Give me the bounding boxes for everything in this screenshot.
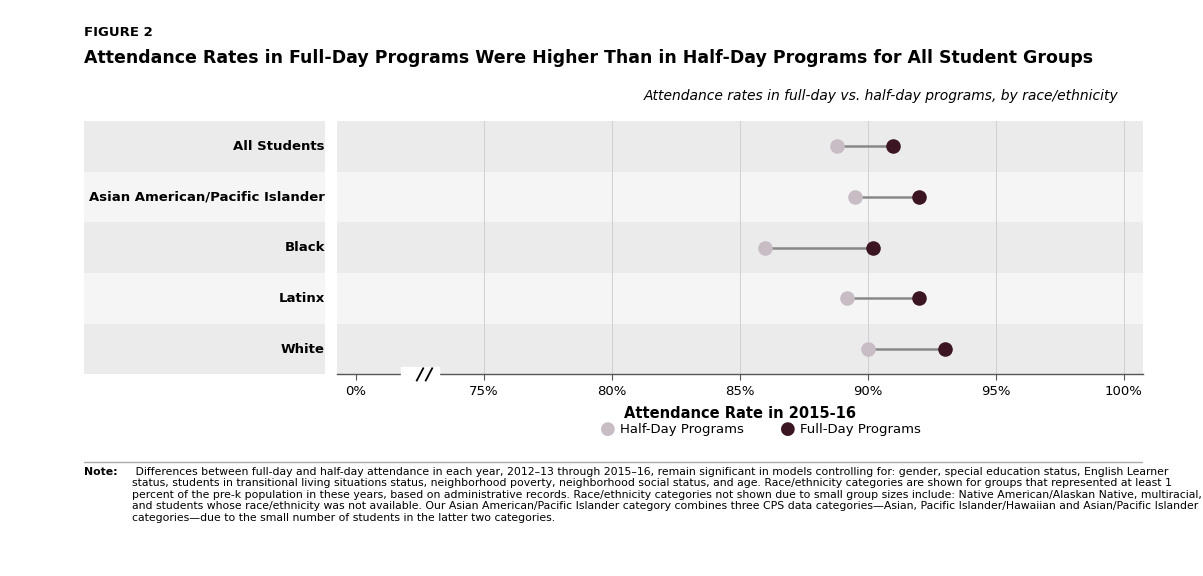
Text: ●: ● [599,420,616,438]
Bar [84,121,325,172]
Point [837,294,857,303]
Text: Asian American/Pacific Islander: Asian American/Pacific Islander [89,191,325,203]
Point [935,344,954,354]
Text: Black: Black [284,241,325,254]
Point [909,294,929,303]
Bar [84,324,325,374]
Bar [337,273,1143,324]
Text: Full-Day Programs: Full-Day Programs [800,423,920,435]
Point [864,243,883,252]
Text: Attendance rates in full-day vs. half-day programs, by race/ethnicity: Attendance rates in full-day vs. half-da… [644,89,1119,103]
Text: Attendance Rates in Full-Day Programs Were Higher Than in Half-Day Programs for : Attendance Rates in Full-Day Programs We… [84,49,1094,67]
Text: Differences between full-day and half-day attendance in each year, 2012–13 throu: Differences between full-day and half-da… [132,467,1202,523]
Text: ●: ● [780,420,796,438]
Text: All Students: All Students [233,140,325,153]
Bar [337,172,1143,222]
Text: Note:: Note: [84,467,118,476]
X-axis label: Attendance Rate in 2015-16: Attendance Rate in 2015-16 [624,406,855,421]
Bar [337,121,1143,172]
Bar [337,222,1143,273]
Point [828,142,847,151]
Point [884,142,903,151]
Text: FIGURE 2: FIGURE 2 [84,26,153,39]
Point [755,243,775,252]
Point [909,192,929,202]
Text: Latinx: Latinx [279,292,325,305]
Bar [337,324,1143,374]
Text: White: White [282,343,325,355]
Point [846,192,865,202]
Point [858,344,877,354]
Bar [84,273,325,324]
Bar [84,222,325,273]
Text: Half-Day Programs: Half-Day Programs [620,423,743,435]
Bar [84,172,325,222]
